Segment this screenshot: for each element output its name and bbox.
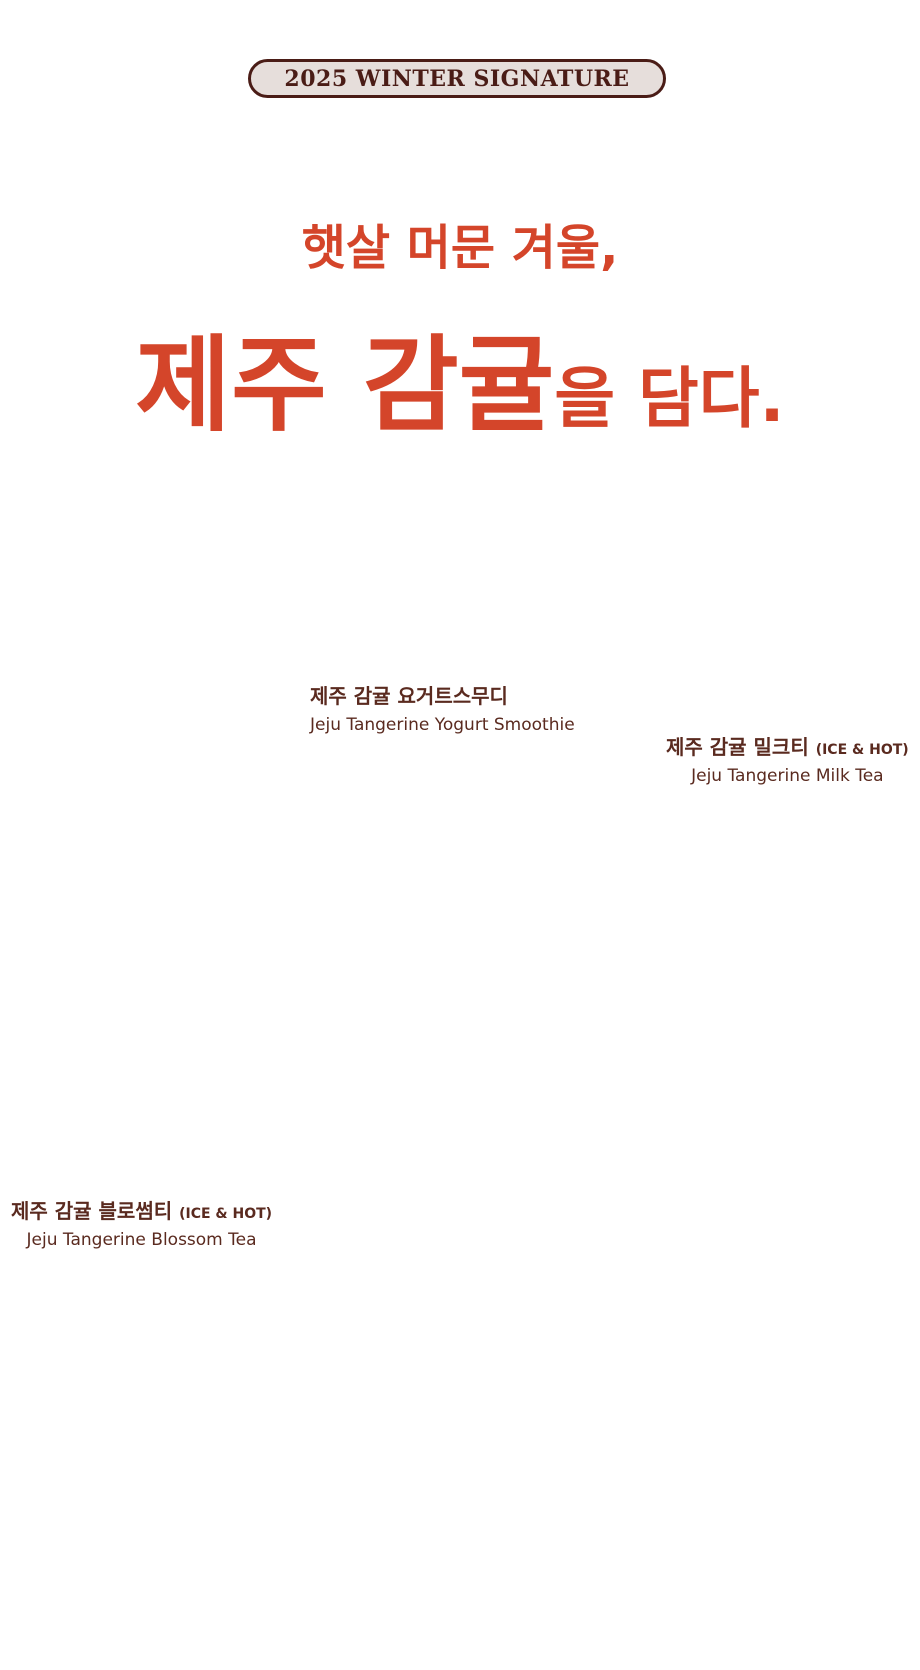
menu-tag: (ICE & HOT) bbox=[815, 742, 909, 758]
headline-line2: 제주 감귤을 담다. bbox=[0, 300, 920, 451]
menu-tag: (ICE & HOT) bbox=[179, 1206, 273, 1222]
headline-emphasis: 제주 감귤 bbox=[135, 324, 555, 446]
menu-name-en: Jeju Tangerine Milk Tea bbox=[691, 766, 884, 786]
headline-line1: 햇살 머문 겨울, bbox=[301, 220, 619, 276]
menu-item-blossom-tea: 제주 감귤 블로썸티 (ICE & HOT) Jeju Tangerine Bl… bbox=[11, 1195, 272, 1250]
menu-name-en: Jeju Tangerine Yogurt Smoothie bbox=[310, 715, 575, 735]
menu-name-en: Jeju Tangerine Blossom Tea bbox=[26, 1230, 257, 1250]
menu-item-yogurt-smoothie: 제주 감귤 요거트스무디 Jeju Tangerine Yogurt Smoot… bbox=[310, 680, 575, 735]
menu-name-ko: 제주 감귤 블로썸티 bbox=[11, 1199, 173, 1223]
season-badge: 2025 WINTER SIGNATURE bbox=[248, 59, 666, 98]
menu-name-ko: 제주 감귤 밀크티 bbox=[666, 735, 809, 759]
menu-name-ko: 제주 감귤 요거트스무디 bbox=[310, 684, 508, 708]
headline-suffix: 을 담다. bbox=[554, 360, 785, 437]
menu-item-milk-tea: 제주 감귤 밀크티 (ICE & HOT) Jeju Tangerine Mil… bbox=[666, 731, 909, 786]
